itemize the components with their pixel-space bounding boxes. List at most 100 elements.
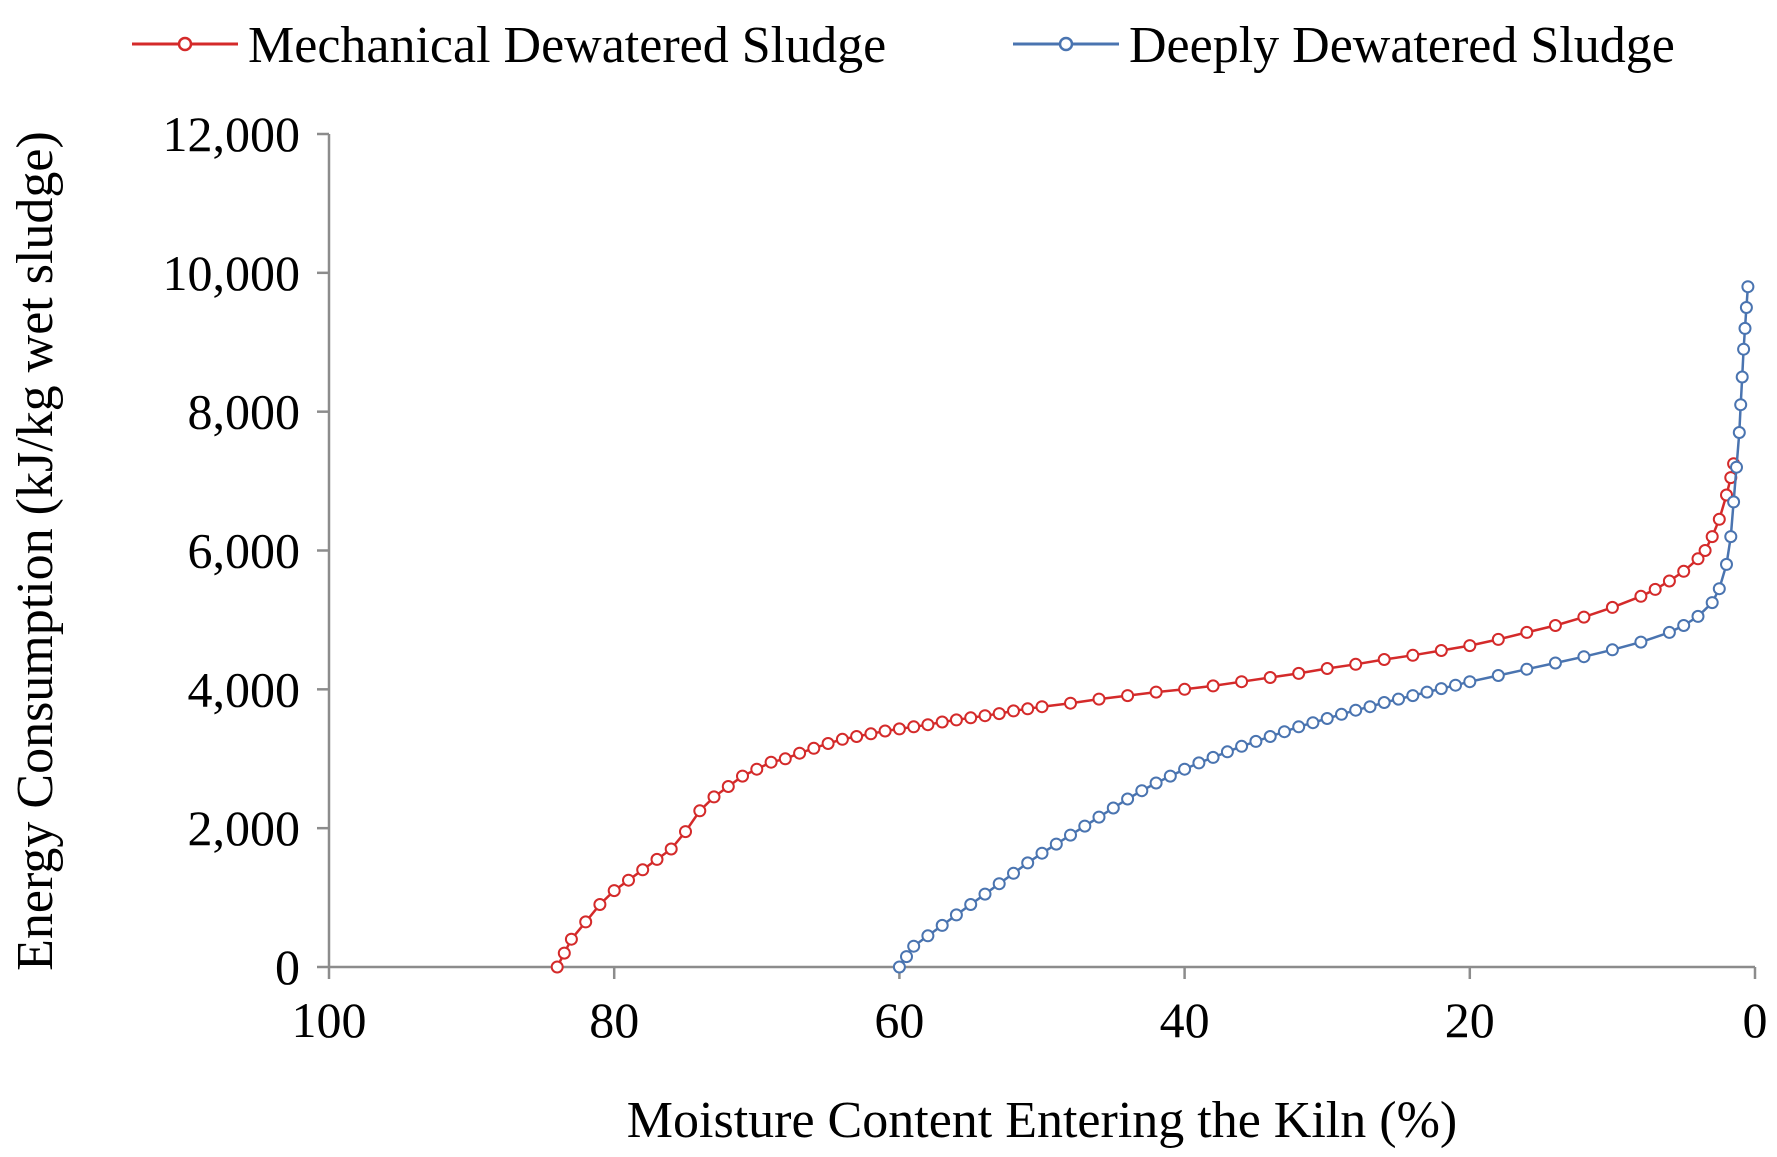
y-tick-label: 4,000 [188,661,301,717]
data-point-deeply [1220,745,1234,759]
data-point-deeply [1163,769,1177,783]
y-tick-label: 8,000 [188,384,301,440]
data-point-mechanical [664,842,678,856]
data-point-deeply [900,950,913,964]
data-point-deeply [1434,682,1448,696]
data-point-deeply [1349,703,1363,717]
data-point-deeply [1206,750,1220,764]
data-point-mechanical [1320,662,1334,675]
series-line-deeply [898,286,1750,968]
data-point-deeply [1021,856,1035,870]
data-point-mechanical [1092,692,1106,706]
data-point-deeply [1741,280,1755,294]
y-axis-ticks: 0 2,000 4,000 6,000 8,000 10,000 12,000 [163,106,329,995]
data-point-mechanical [1235,675,1249,689]
data-point-mechanical [707,790,721,804]
data-point-mechanical [693,804,707,818]
data-point-deeply [1730,460,1743,474]
data-point-deeply [1078,819,1092,833]
x-tick-label: 60 [874,992,924,1048]
data-point-deeply [1064,828,1077,842]
data-point-deeply [935,918,949,932]
data-point-mechanical [1121,689,1135,703]
data-point-mechanical [892,722,906,736]
data-point-mechanical [1634,589,1648,603]
data-point-mechanical [1206,679,1220,693]
data-point-mechanical [864,727,878,741]
data-point-deeply [1277,725,1291,739]
x-tick-label: 20 [1445,992,1495,1048]
data-point-deeply [1135,784,1149,798]
data-point-deeply [1548,656,1562,670]
data-point-mechanical [1292,666,1306,680]
data-point-mechanical [1577,610,1591,624]
data-point-mechanical [1520,625,1534,639]
data-point-deeply [1662,625,1676,639]
data-point-mechanical [1712,512,1726,526]
data-point-deeply [1149,776,1163,790]
data-point-mechanical [1149,685,1163,699]
data-point-mechanical [1178,682,1192,696]
data-point-mechanical [750,762,764,776]
y-tick-label: 2,000 [188,800,301,856]
data-point-deeply [1192,756,1206,770]
data-point-deeply [1491,669,1505,682]
legend-marker-deeply [1058,36,1074,52]
data-point-deeply [1634,635,1648,649]
y-tick-label: 6,000 [188,523,301,579]
data-point-deeply [1035,846,1049,860]
data-point-deeply [1306,716,1320,730]
data-point-deeply [964,898,978,911]
y-tick-label: 10,000 [163,245,301,301]
x-axis-ticks: 100 80 60 40 20 0 [292,967,1768,1048]
data-point-mechanical [1698,544,1712,557]
data-point-deeply [1677,619,1691,632]
data-point-mechanical [1548,619,1562,632]
data-point-deeply [1520,662,1534,676]
data-point-mechanical [721,780,735,793]
data-point-deeply [1605,643,1619,657]
data-point-mechanical [1263,671,1277,684]
data-point-mechanical [622,873,635,887]
data-point-mechanical [679,825,692,839]
data-point-mechanical [1007,704,1020,718]
data-point-mechanical [1349,657,1363,671]
data-point-mechanical [835,732,849,746]
data-point-mechanical [650,852,664,866]
y-tick-label: 0 [275,939,300,995]
data-point-deeply [949,908,963,922]
data-point-deeply [1106,801,1120,815]
data-point-deeply [1712,582,1726,596]
data-point-deeply [1734,398,1748,412]
x-tick-label: 100 [292,992,367,1048]
x-tick-label: 80 [589,992,639,1048]
data-point-mechanical [564,932,578,946]
data-point-mechanical [1691,552,1705,566]
data-point-deeply [1235,739,1249,753]
legend-label-mechanical: Mechanical Dewatered Sludge [248,17,886,74]
data-point-deeply [1178,762,1192,776]
data-point-mechanical [921,718,935,732]
data-point-deeply [1377,696,1391,709]
data-point-deeply [1335,707,1348,721]
data-point-deeply [1392,692,1405,706]
data-point-deeply [1463,675,1477,689]
data-point-deeply [907,939,921,953]
data-point-mechanical [907,720,921,734]
y-axis-title: Energy Consumption (kJ/kg wet sludge) [7,131,64,971]
data-point-mechanical [1677,564,1691,578]
data-point-deeply [1732,426,1746,439]
data-point-deeply [1249,734,1263,748]
data-point-mechanical [850,730,864,743]
data-point-mechanical [978,709,992,723]
series-line-mechanical [556,463,1735,968]
data-point-deeply [1691,609,1705,623]
data-point-mechanical [1463,639,1477,653]
data-point-deeply [1577,650,1591,664]
data-point-mechanical [1035,700,1049,714]
x-axis-title: Moisture Content Entering the Kiln (%) [627,1092,1457,1149]
data-point-mechanical [1377,653,1391,666]
data-point-deeply [1724,530,1738,544]
